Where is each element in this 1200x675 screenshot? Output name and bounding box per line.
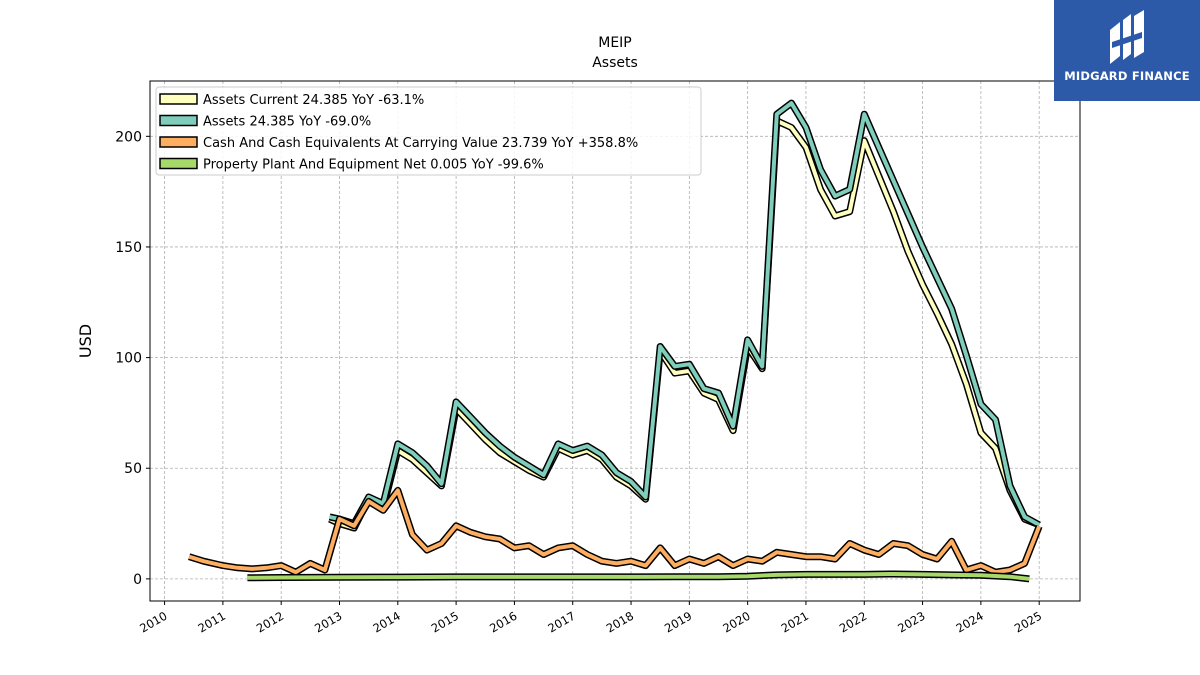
x-tick-label: 2016 — [487, 609, 519, 636]
legend-swatch — [159, 157, 198, 170]
plot-frame — [149, 80, 1081, 602]
legend-box — [155, 86, 702, 176]
y-tick-label: 100 — [115, 351, 142, 367]
legend-swatch — [159, 93, 198, 105]
x-tick-label: 2024 — [954, 609, 986, 636]
y-tick-label: 150 — [115, 240, 142, 256]
series-line — [328, 118, 1040, 530]
legend-swatch — [159, 136, 198, 148]
legend: Assets Current 24.385 YoY -63.1% Assets 2… — [155, 86, 702, 176]
x-tick-label: 2015 — [429, 609, 461, 636]
y-axis-label: USD — [76, 324, 95, 358]
legend-label: Assets 24.385 YoY -69.0% — [203, 115, 371, 130]
x-tick-label: 2022 — [837, 609, 869, 636]
chart-title: MEIP — [598, 35, 632, 51]
x-tick-label: 2010 — [137, 609, 169, 636]
legend-label: Property Plant And Equipment Net 0.005 Y… — [203, 158, 544, 173]
midgard-logo-icon — [1110, 10, 1144, 64]
legend-label: Cash And Cash Equivalents At Carrying Va… — [203, 136, 638, 151]
x-tick-label: 2017 — [545, 609, 577, 636]
chart-subtitle: Assets — [592, 55, 638, 71]
brand-logo: MIDGARD FINANCE — [1054, 0, 1200, 101]
x-tick-label: 2014 — [370, 609, 402, 636]
series-line — [188, 488, 1042, 575]
series-line-outline — [188, 486, 1043, 576]
legend-label: Assets Current 24.385 YoY -63.1% — [203, 93, 424, 108]
x-tick-label: 2020 — [720, 609, 752, 636]
y-tick-label: 200 — [115, 129, 142, 145]
y-tick-label: 0 — [133, 572, 142, 588]
x-tick-label: 2013 — [312, 609, 344, 636]
series-line — [247, 572, 1030, 581]
legend-swatch — [159, 114, 198, 127]
y-tick-label: 50 — [124, 461, 142, 477]
x-tick-label: 2011 — [196, 609, 228, 636]
logo-text: MIDGARD FINANCE — [1064, 69, 1190, 83]
x-tick-label: 2025 — [1012, 609, 1044, 636]
series-layer — [188, 99, 1043, 583]
series-line — [329, 101, 1041, 527]
x-tick-label: 2021 — [779, 609, 811, 636]
series-line-outline — [328, 117, 1041, 532]
x-tick-label: 2019 — [662, 609, 694, 636]
x-tick-label: 2018 — [604, 609, 636, 636]
x-tick-label: 2012 — [254, 609, 286, 636]
x-tick-label: 2023 — [895, 609, 927, 636]
